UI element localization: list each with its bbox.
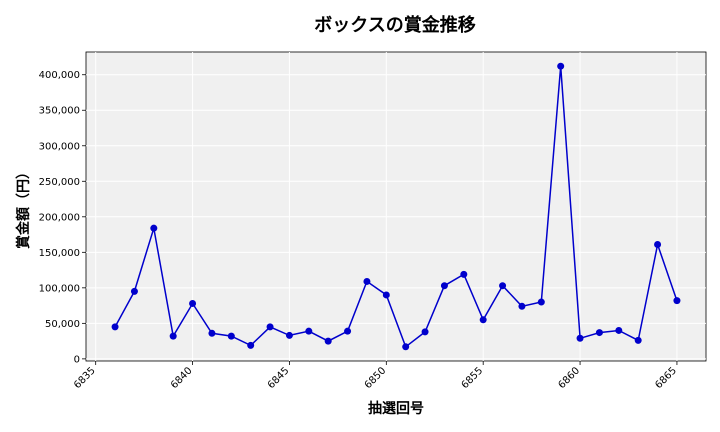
data-point — [518, 302, 526, 310]
data-point — [324, 337, 332, 345]
data-point — [557, 62, 565, 70]
x-tick-label: 6835 — [72, 365, 98, 391]
x-tick-label: 6865 — [653, 365, 679, 391]
data-point — [654, 241, 662, 249]
y-tick-label: 250,000 — [39, 177, 80, 188]
data-point — [344, 327, 352, 335]
x-axis-label: 抽選回号 — [368, 400, 424, 417]
data-point — [363, 277, 371, 285]
data-point — [576, 334, 584, 342]
y-tick-label: 350,000 — [39, 106, 80, 117]
data-point — [189, 299, 197, 307]
data-point — [247, 341, 255, 349]
data-point — [150, 224, 158, 232]
data-point — [208, 329, 216, 337]
x-tick-label: 6840 — [169, 365, 195, 391]
x-tick-label: 6850 — [363, 365, 389, 391]
x-tick-label: 6860 — [556, 365, 582, 391]
x-axis-ticks: 6835 6840 6845 6850 6855 6860 6865 — [72, 361, 679, 391]
data-point — [227, 332, 235, 340]
y-tick-label: 400,000 — [39, 70, 80, 81]
y-tick-label: 300,000 — [39, 141, 80, 152]
data-point — [499, 282, 507, 290]
data-point — [285, 331, 293, 339]
data-point — [537, 298, 545, 306]
series-layer — [111, 62, 681, 351]
x-tick-label: 6845 — [266, 365, 292, 391]
y-axis-ticks: 0 50,000 100,000 150,000 200,000 250,000 300,0… — [39, 70, 86, 365]
grid-lines — [86, 52, 706, 361]
data-point — [460, 270, 468, 278]
data-point — [615, 326, 623, 334]
data-point — [402, 343, 410, 351]
data-point — [130, 287, 138, 295]
y-tick-label: 50,000 — [45, 319, 80, 330]
plot-area — [85, 51, 707, 362]
y-axis-label: 賞金額（円） — [15, 165, 32, 249]
data-point — [421, 328, 429, 336]
data-point — [169, 332, 177, 340]
data-point — [595, 329, 603, 337]
y-tick-label: 0 — [74, 354, 80, 365]
y-tick-label: 200,000 — [39, 212, 80, 223]
data-point — [440, 282, 448, 290]
y-tick-label: 100,000 — [39, 283, 80, 294]
data-point — [382, 291, 390, 299]
x-tick-label: 6855 — [460, 365, 486, 391]
data-point — [111, 323, 119, 331]
data-point — [305, 327, 313, 335]
data-point — [673, 297, 681, 305]
chart-title: ボックスの賞金推移 — [314, 14, 475, 36]
data-point — [479, 316, 487, 324]
data-point — [634, 336, 642, 344]
y-tick-label: 150,000 — [39, 248, 80, 259]
data-point — [266, 323, 274, 331]
